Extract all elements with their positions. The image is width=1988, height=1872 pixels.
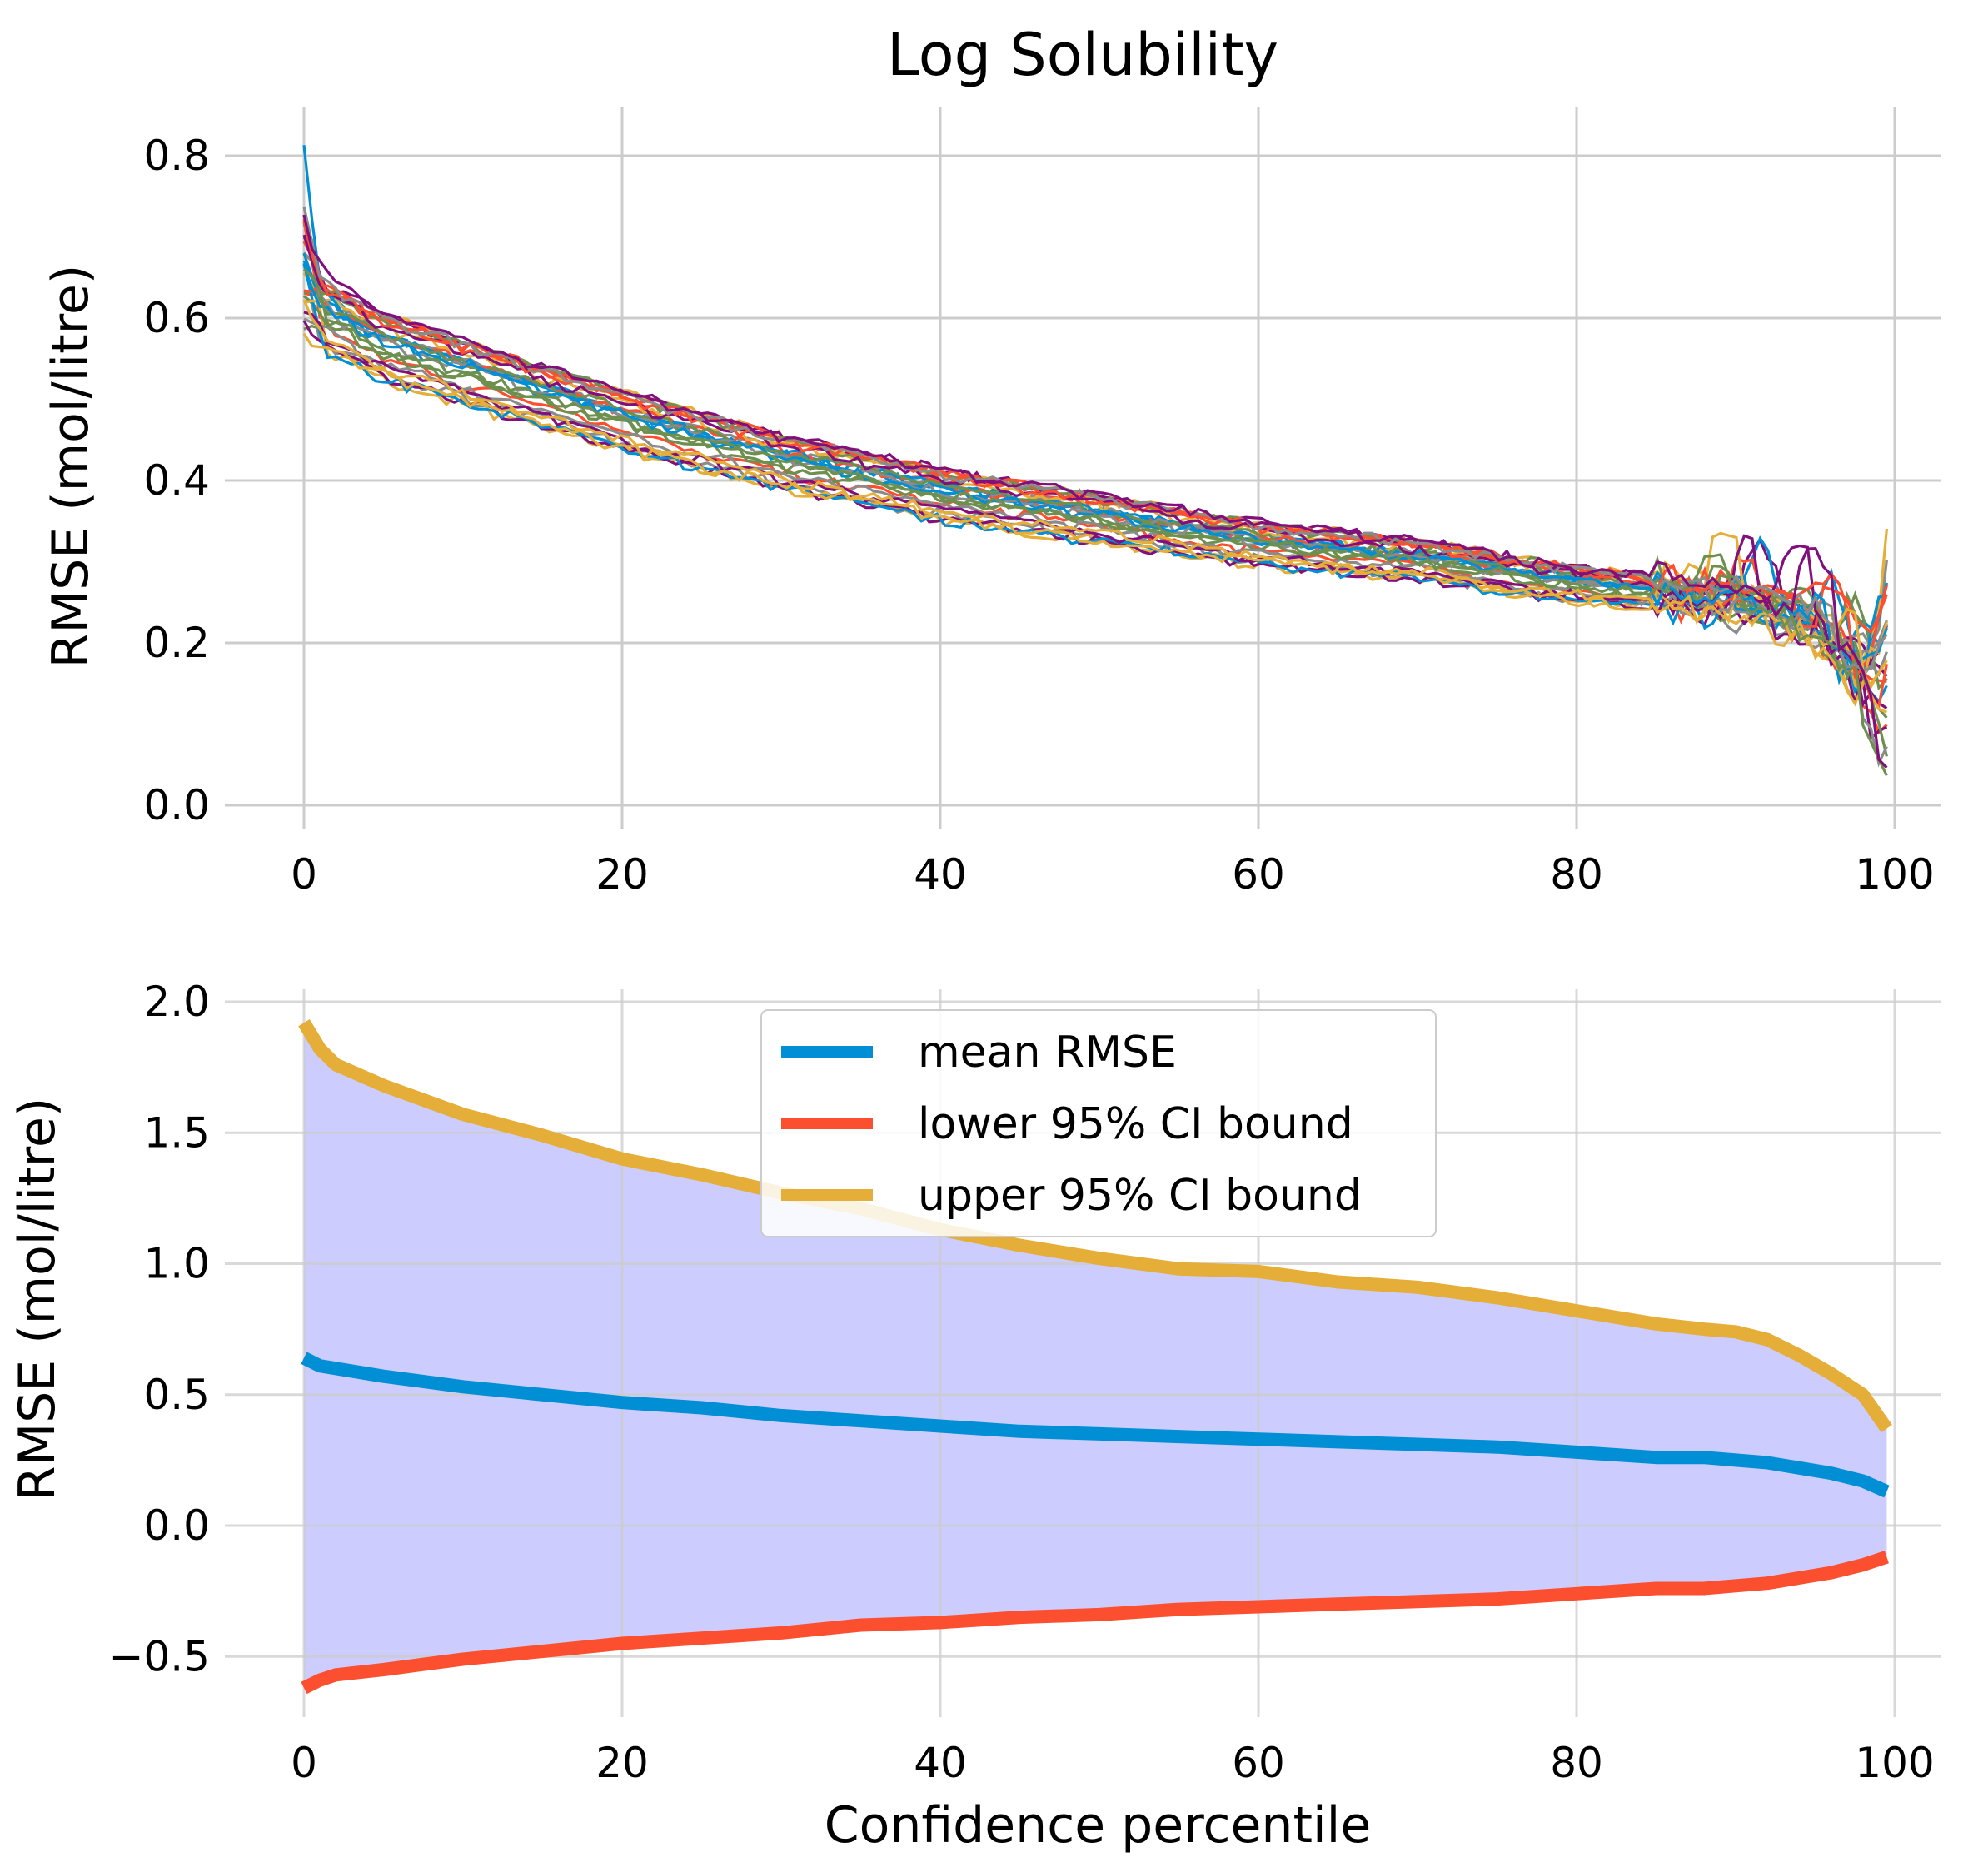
top-x-tick-label: 80: [1550, 850, 1603, 899]
top-run-line: [302, 214, 1888, 769]
bottom-x-tick-label: 40: [914, 1739, 967, 1787]
legend-label-lower: lower 95% CI bound: [918, 1099, 1353, 1149]
bottom-x-tick-labels: 0 20 40 60 80 100: [291, 1739, 1935, 1787]
bottom-x-tick-label: 100: [1855, 1739, 1934, 1787]
top-y-tick-label: 0.8: [143, 132, 210, 180]
top-x-tick-labels: 0 20 40 60 80 100: [291, 850, 1935, 899]
top-run-line: [302, 234, 1888, 709]
bottom-y-tick-label: 2.0: [143, 978, 210, 1026]
lower-ci-line: [301, 1551, 1889, 1695]
top-y-axis-label: RMSE (mol/litre): [42, 265, 100, 669]
mean-rmse-line: [301, 1352, 1890, 1498]
bottom-panel: 0 20 40 60 80 100 −0.5 0.0 0.5 1.0 1.5 2.0 RMSE (m…: [8, 978, 1941, 1855]
top-x-tick-label: 40: [914, 850, 967, 899]
top-y-tick-label: 0.6: [143, 294, 210, 342]
bottom-y-axis-label: RMSE (mol/litre): [8, 1098, 67, 1501]
top-run-line: [302, 262, 1887, 695]
ci-band: [304, 1023, 1887, 1688]
top-panel: 0 20 40 60 80 100 0.0 0.2 0.4 0.6 0.8 RMSE (mol/l…: [42, 107, 1941, 899]
bottom-gridlines: [225, 989, 1941, 1717]
legend-label-mean: mean RMSE: [918, 1028, 1177, 1078]
top-y-tick-labels: 0.0 0.2 0.4 0.6 0.8: [143, 132, 210, 829]
top-run-line: [302, 206, 1888, 672]
legend-label-upper: upper 95% CI bound: [918, 1171, 1362, 1221]
top-x-tick-label: 60: [1232, 850, 1285, 899]
bottom-y-tick-label: −0.5: [109, 1632, 210, 1680]
bottom-y-tick-labels: −0.5 0.0 0.5 1.0 1.5 2.0: [109, 978, 210, 1680]
upper-ci-line: [298, 1019, 1892, 1433]
bottom-x-tick-label: 60: [1232, 1739, 1285, 1787]
top-run-line: [302, 332, 1888, 707]
bottom-series-lines: [298, 1019, 1892, 1695]
ci-band-fill: [304, 1023, 1887, 1688]
top-run-line: [302, 271, 1888, 704]
top-run-line: [302, 251, 1888, 680]
bottom-y-tick-label: 1.0: [143, 1240, 210, 1288]
bottom-y-tick-label: 0.5: [143, 1371, 210, 1419]
top-y-tick-label: 0.2: [143, 619, 210, 667]
top-run-line: [302, 252, 1888, 704]
bottom-y-tick-label: 0.0: [143, 1501, 210, 1550]
top-run-line: [302, 299, 1887, 714]
top-y-tick-label: 0.0: [143, 781, 210, 829]
chart-title: Log Solubility: [887, 21, 1278, 89]
top-run-line: [303, 288, 1887, 683]
top-x-tick-label: 0: [291, 850, 317, 899]
top-run-line: [302, 241, 1888, 735]
top-run-line: [303, 254, 1888, 690]
bottom-x-tick-label: 20: [595, 1739, 649, 1787]
top-x-tick-label: 100: [1855, 850, 1934, 899]
top-run-line: [302, 218, 1888, 709]
top-x-tick-label: 20: [595, 850, 649, 899]
bottom-x-tick-label: 0: [291, 1739, 317, 1787]
bottom-y-tick-label: 1.5: [143, 1108, 210, 1157]
top-gridlines: [225, 107, 1941, 829]
top-y-tick-label: 0.4: [143, 456, 210, 505]
x-axis-label: Confidence percentile: [825, 1796, 1371, 1855]
top-runs-lines: [302, 145, 1888, 777]
top-run-line: [302, 267, 1888, 777]
bottom-x-tick-label: 80: [1550, 1739, 1603, 1787]
legend-box: [760, 1009, 1437, 1237]
legend: mean RMSE lower 95% CI bound upper 95% C…: [760, 1009, 1437, 1237]
